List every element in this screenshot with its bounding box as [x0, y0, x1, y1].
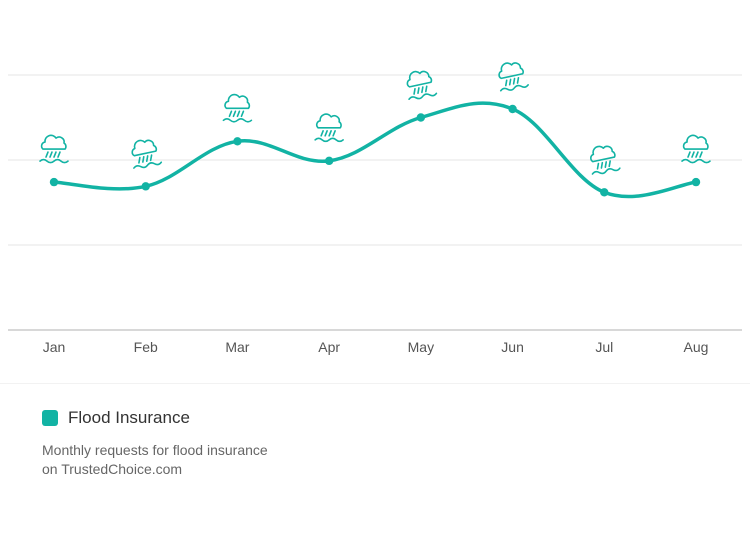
- data-point-apr: [324, 156, 334, 166]
- wave-line: [681, 158, 711, 164]
- rain-drop: [508, 78, 512, 86]
- data-point-feb: [141, 182, 150, 191]
- data-point-jun: [508, 104, 517, 114]
- rain-drop: [236, 110, 241, 118]
- x-tick-label-jun: Jun: [501, 339, 524, 355]
- cloud-shape: [590, 145, 616, 163]
- rain-drop: [138, 156, 141, 164]
- cloud-shape: [315, 113, 342, 129]
- cloud-shape: [682, 134, 709, 150]
- rain-drop: [57, 151, 61, 158]
- rain-drop: [695, 151, 699, 158]
- rain-drop: [596, 162, 600, 170]
- rain-drop: [149, 154, 153, 162]
- x-tick-label-feb: Feb: [134, 339, 158, 355]
- x-tick-label-apr: Apr: [318, 339, 340, 355]
- rain-drop: [421, 86, 424, 94]
- cloud-shape: [498, 62, 524, 80]
- legend-label: Flood Insurance: [68, 408, 190, 427]
- x-axis-ticks: Jan Feb Mar Apr May Jun Jul Aug: [43, 339, 709, 355]
- legend: Flood Insurance: [42, 408, 190, 428]
- rain-drop: [425, 85, 428, 93]
- rain-icon: [314, 113, 344, 143]
- rain-drop: [45, 151, 49, 158]
- rain-drop: [516, 76, 520, 84]
- rain-drop: [320, 130, 324, 137]
- wave-line: [591, 167, 621, 175]
- x-tick-label-jul: Jul: [595, 339, 613, 355]
- series-line-group: [52, 101, 698, 199]
- rain-drop: [228, 110, 233, 118]
- chart-caption: Monthly requests for flood insurance on …: [42, 442, 268, 477]
- rain-drop: [413, 87, 416, 95]
- data-point-jul: [600, 188, 609, 197]
- cloud-shape: [406, 70, 433, 88]
- data-point-may: [416, 113, 426, 122]
- rain-drop: [53, 151, 57, 158]
- rain-drop: [504, 79, 508, 87]
- rain-icon: [222, 93, 253, 123]
- data-point-aug: [691, 177, 701, 187]
- rain-drop: [600, 161, 604, 169]
- rain-drop: [687, 151, 691, 158]
- rain-icon: [131, 139, 163, 169]
- wave-line: [499, 84, 529, 92]
- cloud-shape: [131, 139, 158, 157]
- rain-drop: [142, 155, 145, 163]
- rain-drop: [145, 155, 149, 163]
- data-point-jan: [49, 177, 59, 187]
- rain-drop: [699, 151, 703, 158]
- wave-line: [133, 161, 163, 169]
- rain-drop: [240, 110, 245, 118]
- x-tick-label-aug: Aug: [684, 339, 709, 355]
- rain-drop: [604, 161, 608, 168]
- cloud-shape: [224, 93, 251, 110]
- legend-swatch: [42, 410, 58, 426]
- wave-line: [314, 137, 344, 143]
- rain-icon: [39, 134, 69, 164]
- data-points: [49, 104, 701, 197]
- series-line: [52, 101, 698, 199]
- rain-icon: [406, 70, 438, 101]
- data-point-mar: [233, 137, 242, 146]
- rain-icon: [590, 145, 621, 175]
- x-tick-label-mar: Mar: [225, 339, 249, 355]
- rain-drop: [608, 160, 611, 168]
- rain-drop: [332, 130, 336, 137]
- rain-icon: [498, 62, 529, 92]
- rain-drop: [691, 151, 695, 158]
- rain-drop: [328, 130, 332, 137]
- rain-icons: [39, 62, 711, 175]
- x-tick-label-jan: Jan: [43, 339, 66, 355]
- legend-panel-divider: [0, 383, 750, 384]
- cloud-shape: [40, 134, 67, 150]
- wave-line: [408, 92, 438, 101]
- rain-drop: [417, 87, 420, 95]
- rain-icon: [681, 134, 711, 164]
- gridlines: [8, 74, 742, 331]
- rain-drop: [324, 130, 328, 137]
- wave-line: [39, 158, 69, 164]
- rain-drop: [49, 151, 53, 158]
- rain-drop: [232, 110, 237, 118]
- rain-drop: [512, 77, 516, 85]
- wave-line: [222, 118, 253, 123]
- x-tick-label-may: May: [408, 339, 434, 355]
